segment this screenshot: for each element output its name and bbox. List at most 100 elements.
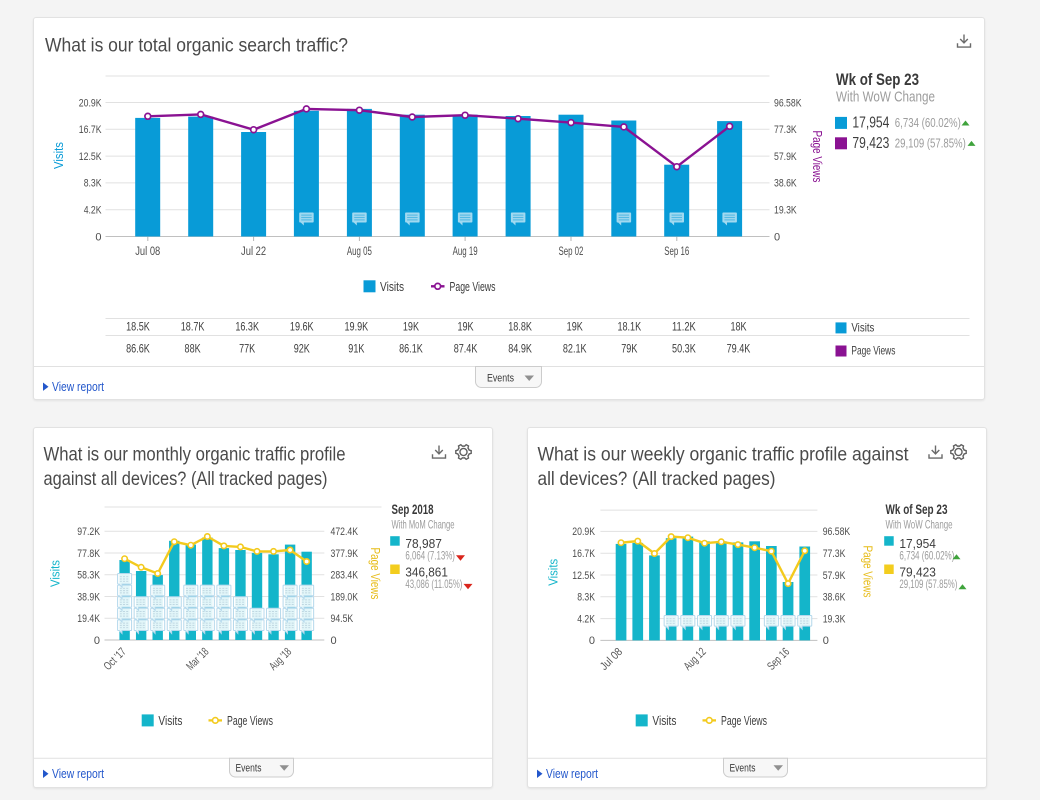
svg-text:377.9K: 377.9K [331, 548, 359, 560]
svg-text:18.8K: 18.8K [508, 321, 532, 333]
svg-text:50.3K: 50.3K [672, 343, 696, 355]
svg-text:What is our weekly organic tra: What is our weekly organic traffic profi… [538, 444, 910, 466]
svg-text:View report: View report [52, 379, 104, 394]
svg-text:17,954: 17,954 [899, 537, 936, 551]
svg-text:16.3K: 16.3K [235, 321, 259, 333]
svg-text:77.8K: 77.8K [77, 548, 100, 560]
svg-text:86.6K: 86.6K [126, 343, 150, 355]
svg-text:Sep 02: Sep 02 [558, 246, 583, 258]
svg-text:Page Views: Page Views [227, 714, 273, 728]
svg-text:20.9K: 20.9K [572, 526, 595, 538]
svg-text:Mar '18: Mar '18 [185, 646, 212, 673]
svg-text:19.9K: 19.9K [345, 321, 369, 333]
svg-text:57.9K: 57.9K [774, 151, 797, 163]
svg-text:6,734 (60.02%): 6,734 (60.02%) [895, 115, 961, 130]
svg-text:4.2K: 4.2K [84, 205, 102, 217]
svg-text:77.3K: 77.3K [774, 124, 797, 136]
svg-text:Events: Events [487, 373, 514, 385]
svg-text:77.3K: 77.3K [823, 548, 846, 560]
svg-text:View report: View report [546, 766, 598, 781]
svg-text:Events: Events [730, 762, 756, 774]
svg-text:16.7K: 16.7K [79, 124, 102, 136]
svg-text:18.5K: 18.5K [126, 321, 150, 333]
svg-text:12.5K: 12.5K [572, 570, 595, 582]
svg-text:18K: 18K [730, 321, 746, 333]
svg-text:472.4K: 472.4K [331, 526, 359, 538]
svg-text:Jul 08: Jul 08 [598, 646, 625, 673]
svg-text:8.3K: 8.3K [84, 178, 102, 190]
svg-text:19.6K: 19.6K [290, 321, 314, 333]
svg-text:79K: 79K [621, 343, 637, 355]
svg-text:18.7K: 18.7K [181, 321, 205, 333]
svg-text:Sep 16: Sep 16 [664, 246, 689, 258]
svg-text:Visits: Visits [547, 559, 561, 586]
svg-text:86.1K: 86.1K [399, 343, 423, 355]
svg-text:With MoM Change: With MoM Change [392, 518, 455, 532]
svg-text:Sep 2018: Sep 2018 [392, 501, 434, 517]
svg-text:29,109 (57.85%): 29,109 (57.85%) [895, 136, 966, 151]
svg-text:79,423: 79,423 [899, 565, 936, 579]
svg-text:Visits: Visits [52, 142, 66, 169]
svg-text:Oct '17: Oct '17 [102, 646, 129, 673]
svg-text:16.7K: 16.7K [572, 548, 595, 560]
svg-text:Wk of Sep 23: Wk of Sep 23 [886, 501, 948, 517]
svg-text:Wk of Sep 23: Wk of Sep 23 [836, 70, 919, 89]
svg-text:189.0K: 189.0K [331, 591, 359, 603]
svg-text:38.6K: 38.6K [823, 592, 846, 604]
svg-text:19.4K: 19.4K [77, 613, 100, 625]
svg-text:Visits: Visits [49, 560, 63, 587]
svg-text:84.9K: 84.9K [508, 343, 532, 355]
svg-text:Sep 16: Sep 16 [765, 646, 792, 673]
svg-text:17,954: 17,954 [852, 115, 889, 132]
svg-text:0: 0 [823, 635, 829, 647]
svg-text:Page Views: Page Views [721, 714, 767, 728]
svg-text:18.1K: 18.1K [617, 321, 641, 333]
svg-text:77K: 77K [239, 343, 255, 355]
svg-text:97.2K: 97.2K [77, 526, 100, 538]
svg-text:38.6K: 38.6K [774, 178, 797, 190]
svg-text:19.3K: 19.3K [774, 205, 797, 217]
svg-text:Aug 12: Aug 12 [682, 646, 709, 673]
svg-text:19K: 19K [403, 321, 419, 333]
svg-text:96.58K: 96.58K [823, 526, 851, 538]
svg-text:With WoW Change: With WoW Change [886, 518, 953, 532]
svg-text:0: 0 [95, 231, 101, 243]
svg-text:against all devices? (All trac: against all devices? (All tracked pages) [44, 468, 328, 490]
svg-text:96.58K: 96.58K [774, 97, 802, 109]
svg-text:29,109 (57.85%): 29,109 (57.85%) [899, 577, 957, 591]
svg-text:Aug '18: Aug '18 [267, 646, 294, 673]
svg-text:79,423: 79,423 [852, 135, 889, 152]
svg-text:43,086 (11.05%): 43,086 (11.05%) [405, 577, 462, 591]
svg-text:79.4K: 79.4K [727, 343, 751, 355]
svg-text:Visits: Visits [158, 714, 182, 728]
svg-text:With WoW Change: With WoW Change [836, 90, 935, 106]
svg-text:all devices? (All tracked page: all devices? (All tracked pages) [538, 468, 776, 490]
svg-text:92K: 92K [294, 343, 310, 355]
svg-text:6,064 (7.13%): 6,064 (7.13%) [405, 549, 455, 563]
svg-text:0: 0 [589, 635, 595, 647]
svg-text:Aug 05: Aug 05 [347, 246, 372, 258]
svg-text:94.5K: 94.5K [331, 613, 354, 625]
svg-text:Page Views: Page Views [851, 344, 895, 358]
svg-text:Page Views: Page Views [368, 548, 382, 600]
svg-text:12.5K: 12.5K [79, 151, 102, 163]
svg-text:57.9K: 57.9K [823, 570, 846, 582]
svg-text:Jul 22: Jul 22 [241, 246, 266, 258]
svg-text:What is our total organic sear: What is our total organic search traffic… [45, 35, 348, 57]
svg-text:Page Views: Page Views [450, 280, 496, 294]
svg-text:38.9K: 38.9K [77, 591, 100, 603]
svg-text:0: 0 [774, 231, 780, 243]
svg-text:4.2K: 4.2K [577, 613, 595, 625]
svg-text:87.4K: 87.4K [454, 343, 478, 355]
svg-text:19K: 19K [567, 321, 583, 333]
svg-text:Jul 08: Jul 08 [135, 246, 160, 258]
svg-text:0: 0 [94, 635, 100, 647]
svg-text:0: 0 [331, 635, 337, 647]
svg-text:Visits: Visits [380, 280, 404, 294]
svg-text:Page Views: Page Views [810, 131, 824, 183]
svg-text:19K: 19K [457, 321, 473, 333]
svg-text:58.3K: 58.3K [77, 570, 100, 582]
svg-text:Page Views: Page Views [861, 546, 875, 598]
svg-text:283.4K: 283.4K [331, 570, 359, 582]
svg-text:Visits: Visits [851, 321, 874, 335]
